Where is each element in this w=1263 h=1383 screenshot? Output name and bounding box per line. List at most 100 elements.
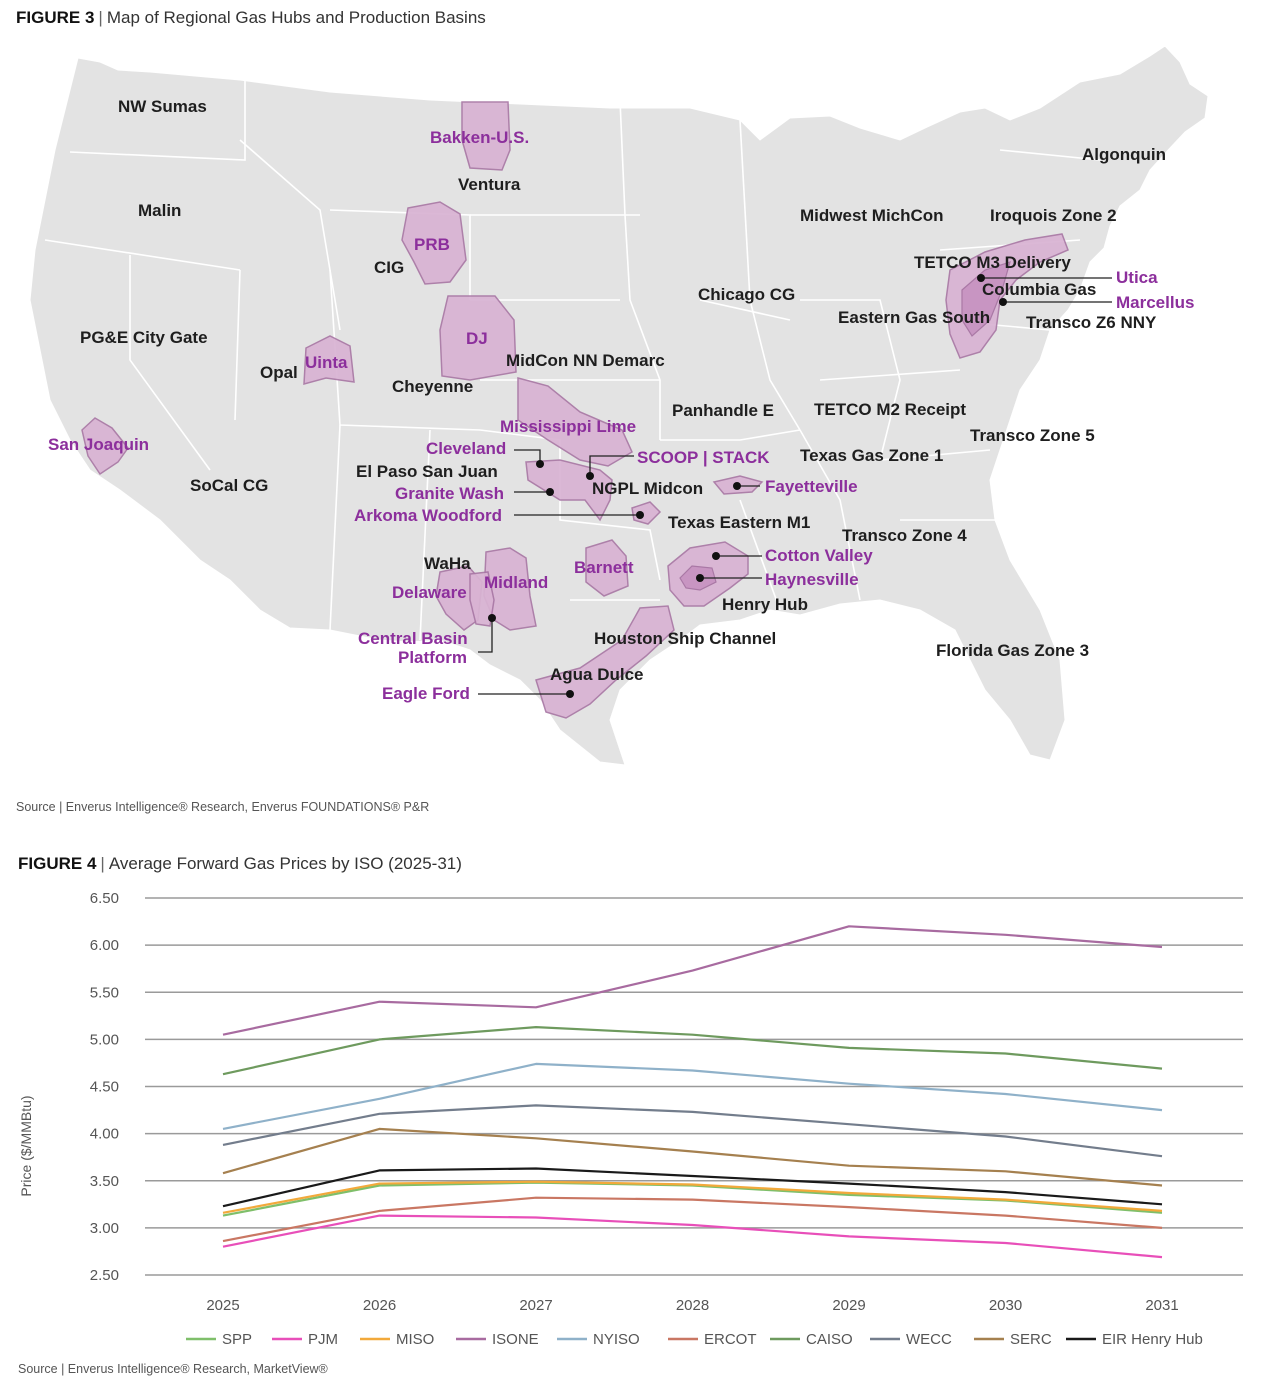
basin-label: Arkoma Woodford xyxy=(354,506,502,525)
chart-y-axis-label: Price ($/MMBtu) xyxy=(18,1095,34,1196)
basin-label: Granite Wash xyxy=(395,484,504,503)
hub-label: Midwest MichCon xyxy=(800,206,944,225)
hub-label: NGPL Midcon xyxy=(592,479,703,498)
x-tick-label: 2030 xyxy=(989,1297,1022,1314)
central-basin-shape xyxy=(469,571,495,627)
basin-label: Eagle Ford xyxy=(382,684,470,703)
legend-label: ERCOT xyxy=(704,1331,757,1348)
hub-label: Transco Zone 4 xyxy=(842,526,967,545)
hub-label: NW Sumas xyxy=(118,97,207,116)
mississippi-lime-shape xyxy=(517,377,633,467)
y-tick-label: 3.50 xyxy=(90,1173,119,1190)
y-tick-label: 2.50 xyxy=(90,1267,119,1284)
figure4-label: FIGURE 4 xyxy=(18,854,97,873)
basin-label: Delaware xyxy=(392,583,467,602)
basin-label: Barnett xyxy=(574,558,634,577)
us-land-shape xyxy=(29,45,1209,766)
y-tick-label: 6.00 xyxy=(90,937,119,954)
basin-label: Cotton Valley xyxy=(765,546,873,565)
basin-label: Platform xyxy=(398,648,467,667)
hub-label: Florida Gas Zone 3 xyxy=(936,641,1089,660)
legend-label: PJM xyxy=(308,1331,338,1348)
x-tick-label: 2026 xyxy=(363,1297,396,1314)
basin-label: Central Basin xyxy=(358,629,468,648)
hub-label: CIG xyxy=(374,258,404,277)
hub-label: Henry Hub xyxy=(722,595,808,614)
chart-series xyxy=(222,925,1163,1259)
series-line-isone xyxy=(222,925,1163,1036)
basin-label: Cleveland xyxy=(426,439,506,458)
legend-label: EIR Henry Hub xyxy=(1102,1331,1203,1348)
hub-label: Malin xyxy=(138,201,181,220)
hub-label: Columbia Gas xyxy=(982,280,1096,299)
series-line-caiso xyxy=(222,1026,1163,1076)
hub-label: Texas Eastern M1 xyxy=(668,513,810,532)
figure3-separator: | xyxy=(98,8,103,27)
figure4-title-text: Average Forward Gas Prices by ISO (2025-… xyxy=(108,854,462,873)
chart-x-ticks: 2025 2026 2027 2028 2029 2030 2031 xyxy=(206,1297,1178,1314)
legend-label: MISO xyxy=(396,1331,434,1348)
hub-label: SoCal CG xyxy=(190,476,268,495)
hub-label: MidCon NN Demarc xyxy=(506,351,665,370)
hub-labels: NW Sumas Malin PG&E City Gate SoCal CG O… xyxy=(80,97,1166,684)
hub-label: Transco Z6 NNY xyxy=(1026,313,1157,332)
y-tick-label: 5.00 xyxy=(90,1031,119,1048)
hub-label: Texas Gas Zone 1 xyxy=(800,446,943,465)
series-line-miso xyxy=(222,1180,1163,1214)
figure4-source: Source | Enverus Intelligence® Research,… xyxy=(18,1362,328,1376)
legend-label: CAISO xyxy=(806,1331,853,1348)
basin-label: DJ xyxy=(466,329,488,348)
marcellus-core-shape xyxy=(961,261,1011,337)
y-tick-label: 4.50 xyxy=(90,1079,119,1096)
figure3-title: FIGURE 3 | Map of Regional Gas Hubs and Pr… xyxy=(16,8,486,28)
chart-gridlines xyxy=(145,897,1243,1276)
hub-label: Cheyenne xyxy=(392,377,473,396)
x-tick-label: 2031 xyxy=(1145,1297,1178,1314)
x-tick-label: 2028 xyxy=(676,1297,709,1314)
x-tick-label: 2029 xyxy=(832,1297,865,1314)
prb-shape xyxy=(401,201,467,285)
series-line-wecc xyxy=(222,1104,1163,1158)
hub-label: Eastern Gas South xyxy=(838,308,990,327)
legend-label: SERC xyxy=(1010,1331,1052,1348)
forward-gas-price-chart: 6.50 6.00 5.50 5.00 4.50 4.00 3.50 3.00 2.50 202… xyxy=(18,890,1243,1348)
barnett-shape xyxy=(585,539,629,597)
hub-label: TETCO M2 Receipt xyxy=(814,400,966,419)
legend-label: SPP xyxy=(222,1331,252,1348)
hub-label: Panhandle E xyxy=(672,401,774,420)
y-tick-label: 3.00 xyxy=(90,1220,119,1237)
hub-label: WaHa xyxy=(424,554,471,573)
series-line-serc xyxy=(222,1127,1163,1187)
basin-shapes xyxy=(81,101,1069,719)
basin-label: Utica xyxy=(1116,268,1158,287)
basin-label: Uinta xyxy=(305,353,348,372)
y-tick-label: 5.50 xyxy=(90,984,119,1001)
basin-label: Mississippi Lime xyxy=(500,417,636,436)
y-tick-label: 4.00 xyxy=(90,1126,119,1143)
series-line-eir-henry-hub xyxy=(222,1167,1163,1208)
hub-label: Houston Ship Channel xyxy=(594,629,776,648)
basin-label: Haynesville xyxy=(765,570,859,589)
san-joaquin-shape xyxy=(81,417,129,476)
basin-label: Midland xyxy=(484,573,548,592)
chart-y-ticks: 6.50 6.00 5.50 5.00 4.50 4.00 3.50 3.00 2.50 xyxy=(90,890,119,1284)
eagle-ford-shape xyxy=(535,605,675,719)
basin-label: Fayetteville xyxy=(765,477,858,496)
basin-label: Marcellus xyxy=(1116,293,1194,312)
chart-legend: SPP PJM MISO ISONE NYISO ERCOT CAISO WECC SERC EI… xyxy=(186,1331,1203,1348)
figure3-label: FIGURE 3 xyxy=(16,8,95,27)
hub-label: Transco Zone 5 xyxy=(970,426,1095,445)
basin-labels: Bakken-U.S. PRB DJ Uinta San Joaquin Mis… xyxy=(48,128,1194,703)
bakken-shape xyxy=(461,101,511,171)
leader-lines xyxy=(478,277,1112,695)
series-line-ercot xyxy=(222,1196,1163,1243)
figure4-title: FIGURE 4 | Average Forward Gas Prices by I… xyxy=(18,854,462,874)
hub-label: PG&E City Gate xyxy=(80,328,208,347)
figure3-source: Source | Enverus Intelligence® Research,… xyxy=(16,800,430,814)
y-tick-label: 6.50 xyxy=(90,890,119,907)
figure4-separator: | xyxy=(100,854,105,873)
figure3-title-text: Map of Regional Gas Hubs and Production … xyxy=(106,8,486,27)
basin-label: PRB xyxy=(414,235,450,254)
basin-label: SCOOP | STACK xyxy=(637,448,770,467)
legend-label: NYISO xyxy=(593,1331,640,1348)
